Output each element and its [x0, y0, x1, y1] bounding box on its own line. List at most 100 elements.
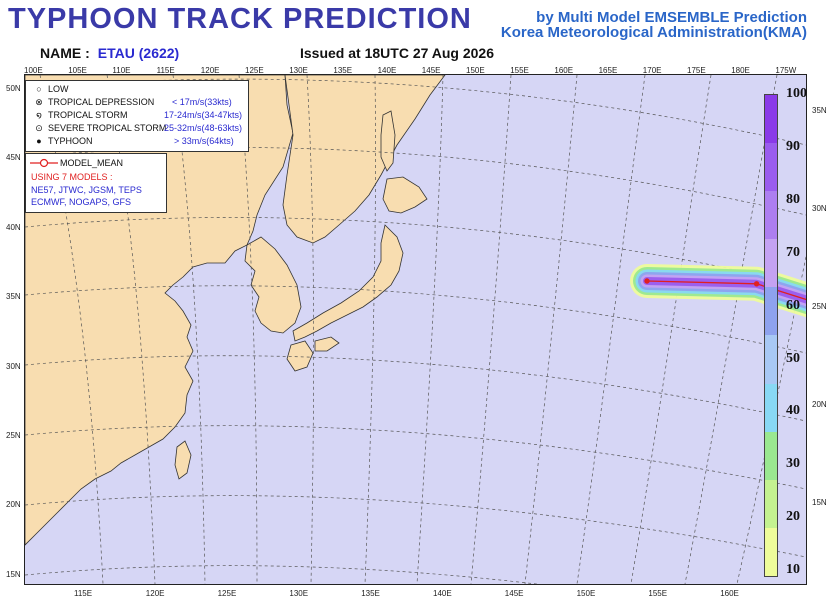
- map-label: 25N: [6, 431, 21, 440]
- model-mean-swatch: [30, 158, 58, 168]
- map-label: 135E: [333, 66, 353, 75]
- map-label: 145E: [421, 66, 441, 75]
- map-label: 120E: [200, 66, 220, 75]
- typhoon-icon: ●: [36, 136, 42, 146]
- colorbar-segment: [765, 191, 777, 240]
- map-label: 50N: [6, 84, 21, 93]
- map-label: 115E: [156, 66, 175, 75]
- legend-sts: ⊙ SEVERE TROPICAL STORM: [35, 123, 167, 133]
- byline-line-1: by Multi Model EMSEMBLE Prediction: [536, 9, 807, 26]
- colorbar-label: 100: [786, 86, 807, 101]
- map-label: 30N: [812, 204, 827, 213]
- map-label: 15N: [812, 498, 827, 507]
- using-models-label: USING 7 MODELS :: [31, 172, 113, 182]
- land-japan: [292, 224, 404, 342]
- issued-time: Issued at 18UTC 27 Aug 2026: [300, 45, 495, 61]
- map-label: 155E: [648, 589, 668, 598]
- circle-icon: ○: [36, 84, 42, 94]
- land-hokkaido: [382, 176, 428, 214]
- map-label: 150E: [466, 66, 485, 75]
- intensity-legend: ○ LOW ⊗ TROPICAL DEPRESSION ໑ TROPICAL STOR…: [25, 80, 249, 152]
- colorbar-segment: [765, 143, 777, 192]
- map-label: 110E: [112, 66, 131, 75]
- colorbar-label: 60: [786, 297, 800, 313]
- track-point: [644, 278, 650, 284]
- map-label: 165E: [598, 66, 618, 75]
- colorbar-segment: [765, 95, 777, 144]
- legend-ty-value: > 33m/s(64kts): [174, 136, 234, 146]
- map-label: 20N: [6, 500, 21, 510]
- map-label: 150E: [576, 589, 596, 598]
- map-label: 35N: [6, 292, 21, 302]
- colorbar-label: 10: [786, 562, 800, 578]
- colorbar-segment: [765, 479, 777, 528]
- colorbar-label: 70: [786, 244, 800, 260]
- map-label: 105E: [68, 66, 87, 75]
- colorbar-segment: [765, 335, 777, 384]
- land-russia-east: [282, 75, 446, 244]
- map-label: 130E: [289, 66, 308, 75]
- map-label: 180E: [731, 66, 750, 75]
- map-label: 35N: [812, 106, 827, 115]
- legend-low: ○ LOW: [34, 84, 68, 94]
- map-label: 20N: [812, 400, 827, 409]
- typhoon-name-row: NAME : ETAU (2622): [40, 45, 179, 61]
- map-label: 45N: [6, 153, 21, 163]
- map-label: 130E: [289, 589, 309, 598]
- map-label: 115E: [74, 589, 93, 598]
- map-label: 160E: [720, 589, 739, 598]
- typhoon-name-value: ETAU (2622): [97, 45, 180, 61]
- land-sakhalin: [380, 110, 396, 172]
- models-list-2: ECMWF, NOGAPS, GFS: [31, 197, 132, 207]
- map-label: 25N: [812, 302, 827, 311]
- model-mean-track: [646, 280, 806, 301]
- cross-circle-icon: ⊗: [35, 97, 43, 107]
- colorbar-segment: [765, 383, 777, 432]
- page-title: TYPHOON TRACK PREDICTION: [8, 3, 472, 35]
- colorbar-label: 20: [786, 509, 800, 525]
- colorbar-label: 50: [786, 350, 800, 366]
- map-label: 140E: [433, 589, 452, 598]
- model-mean-label: MODEL_MEAN: [60, 158, 124, 168]
- legend-ts-value: 17-24m/s(34-47kts): [164, 110, 243, 120]
- map-label: 30N: [6, 361, 21, 371]
- legend-ty: ● TYPHOON: [34, 136, 92, 146]
- map-label: 125E: [245, 66, 264, 75]
- colorbar-label: 30: [786, 456, 800, 472]
- map-label: 135E: [361, 589, 380, 598]
- legend-td-value: < 17m/s(33kts): [172, 97, 232, 107]
- colorbar-segment: [765, 527, 777, 576]
- storm-dot-icon: ⊙: [35, 123, 43, 133]
- colorbar-label: 40: [786, 403, 800, 419]
- land-shikoku: [314, 336, 340, 352]
- map-label: 175W: [775, 66, 797, 75]
- name-label: NAME :: [40, 45, 90, 61]
- colorbar-segment: [765, 287, 777, 336]
- legend-sts-value: 25-32m/s(48-63kts): [164, 123, 243, 133]
- track-points: [644, 278, 760, 287]
- land-kyushu: [286, 340, 314, 372]
- probability-colorbar: [764, 94, 778, 577]
- map-label: 145E: [504, 589, 524, 598]
- map-label: 160E: [554, 66, 574, 75]
- land-taiwan: [174, 440, 192, 480]
- map-label: 120E: [145, 589, 165, 598]
- map-label: 40N: [6, 222, 21, 232]
- map-label: 100E: [24, 66, 43, 75]
- byline-line-2: Korea Meteorological Administration(KMA): [500, 24, 807, 41]
- colorbar-label: 80: [786, 191, 800, 207]
- land-korea: [244, 236, 302, 334]
- map-label: 15N: [6, 569, 21, 579]
- map-label: 155E: [510, 66, 529, 75]
- models-legend: MODEL_MEAN USING 7 MODELS : NE57, JTWC, …: [25, 153, 167, 213]
- colorbar-label: 90: [786, 138, 800, 154]
- map-label: 140E: [377, 66, 397, 75]
- map-label: 170E: [642, 66, 662, 75]
- track-point: [753, 281, 760, 287]
- map-label: 175E: [687, 66, 706, 75]
- legend-ts: ໑ TROPICAL STORM: [34, 110, 127, 121]
- colorbar-segment: [765, 431, 777, 480]
- storm-open-icon: ໑: [36, 110, 42, 120]
- byline: by Multi Model EMSEMBLE Prediction Korea…: [501, 10, 807, 40]
- colorbar-segment: [765, 239, 777, 288]
